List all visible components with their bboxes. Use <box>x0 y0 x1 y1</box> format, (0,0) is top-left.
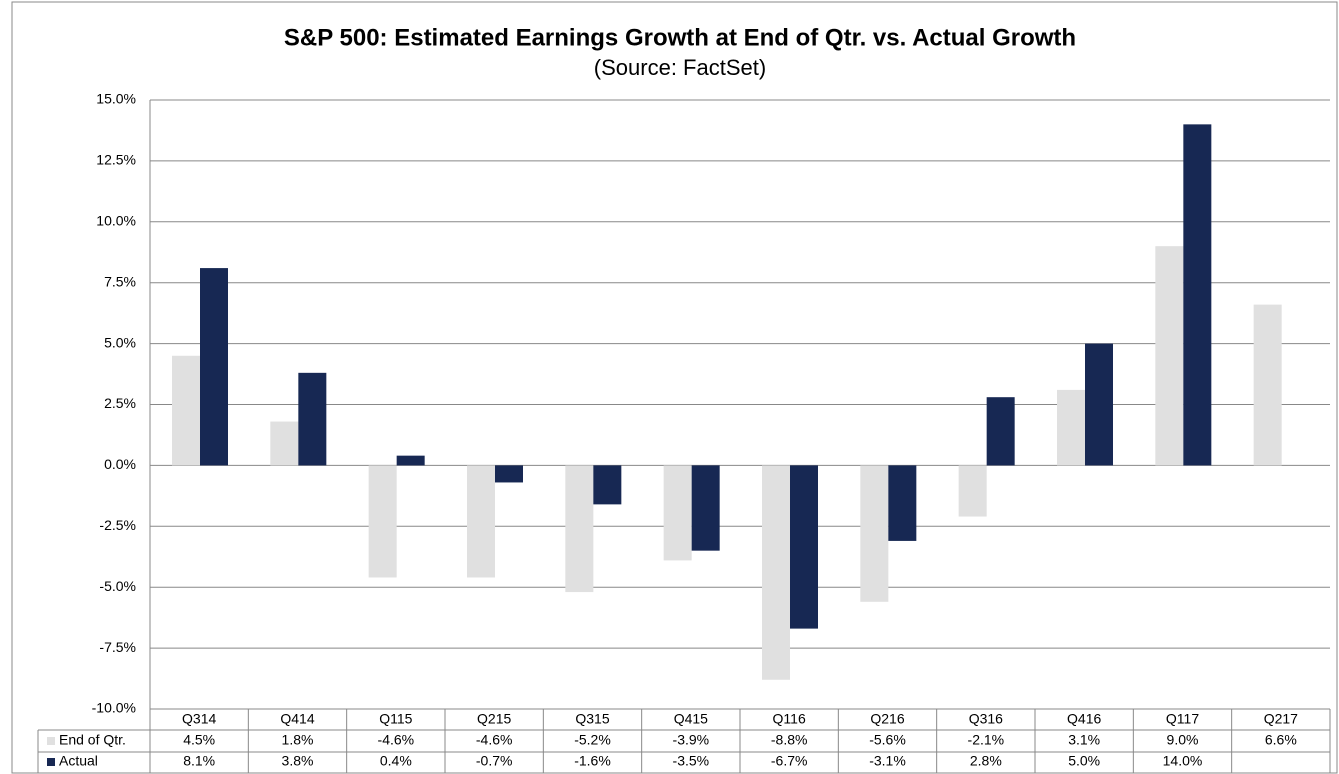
table-value: 3.1% <box>1068 732 1100 748</box>
table-value: 6.6% <box>1265 732 1297 748</box>
y-tick-label: 5.0% <box>104 334 136 350</box>
bar <box>396 455 425 466</box>
table-value: -6.7% <box>771 753 808 769</box>
bar <box>1085 343 1113 466</box>
bar <box>1155 246 1184 466</box>
bar <box>467 465 495 578</box>
bar <box>495 465 523 483</box>
table-value: -8.8% <box>771 732 808 748</box>
x-tick-label: Q116 <box>773 711 806 727</box>
table-value: -2.1% <box>968 732 1005 748</box>
y-tick-label: -7.5% <box>99 639 136 655</box>
y-tick-label: -5.0% <box>99 578 136 594</box>
x-tick-label: Q414 <box>280 711 314 727</box>
bar <box>1057 389 1085 466</box>
bar <box>1183 124 1212 466</box>
bar <box>663 465 692 561</box>
bar <box>172 355 200 466</box>
table-value: -3.9% <box>673 732 710 748</box>
table-value: -4.6% <box>476 732 513 748</box>
table-value: -5.6% <box>869 732 906 748</box>
bar <box>762 465 790 680</box>
table-value: -0.7% <box>476 753 513 769</box>
bar <box>958 465 987 517</box>
legend-key <box>47 758 55 766</box>
y-tick-label: -10.0% <box>92 700 136 716</box>
table-value: 14.0% <box>1163 753 1203 769</box>
bar <box>565 465 594 593</box>
bar <box>790 465 818 629</box>
table-value: -5.2% <box>574 732 611 748</box>
bar <box>860 465 889 602</box>
table-value: -1.6% <box>574 753 611 769</box>
y-tick-label: 2.5% <box>104 395 136 411</box>
bar <box>691 465 720 551</box>
y-tick-label: 15.0% <box>96 91 136 107</box>
x-tick-label: Q217 <box>1264 711 1298 727</box>
table-value: 9.0% <box>1167 732 1199 748</box>
x-tick-label: Q416 <box>1067 711 1101 727</box>
bar <box>298 372 327 466</box>
table-value: 0.4% <box>380 753 412 769</box>
y-tick-label: 12.5% <box>96 152 136 168</box>
x-tick-label: Q117 <box>1166 711 1199 727</box>
bar <box>1253 304 1282 466</box>
bar <box>888 465 917 541</box>
legend-label: Actual <box>59 753 98 769</box>
bar <box>368 465 397 578</box>
bar <box>593 465 622 505</box>
x-tick-label: Q315 <box>575 711 609 727</box>
bar <box>986 397 1015 466</box>
x-tick-label: Q115 <box>379 711 412 727</box>
x-tick-label: Q314 <box>182 711 216 727</box>
y-tick-label: 10.0% <box>96 213 136 229</box>
y-tick-label: 0.0% <box>104 456 136 472</box>
chart-subtitle: (Source: FactSet) <box>594 55 766 80</box>
table-value: 2.8% <box>970 753 1002 769</box>
y-tick-label: -2.5% <box>99 517 136 533</box>
table-value: 1.8% <box>282 732 314 748</box>
x-tick-label: Q316 <box>969 711 1003 727</box>
table-value: 3.8% <box>282 753 314 769</box>
bar <box>270 421 299 466</box>
table-value: 4.5% <box>183 732 215 748</box>
table-value: 8.1% <box>183 753 215 769</box>
legend-label: End of Qtr. <box>59 732 126 748</box>
legend-key <box>47 737 55 745</box>
x-tick-label: Q216 <box>870 711 904 727</box>
table-value: -4.6% <box>378 732 415 748</box>
chart-title: S&P 500: Estimated Earnings Growth at En… <box>284 24 1076 51</box>
table-value: -3.1% <box>869 753 906 769</box>
x-tick-label: Q415 <box>674 711 708 727</box>
x-tick-label: Q215 <box>477 711 511 727</box>
bar <box>200 268 228 466</box>
table-value: -3.5% <box>673 753 710 769</box>
y-tick-label: 7.5% <box>104 273 136 289</box>
table-value: 5.0% <box>1068 753 1100 769</box>
